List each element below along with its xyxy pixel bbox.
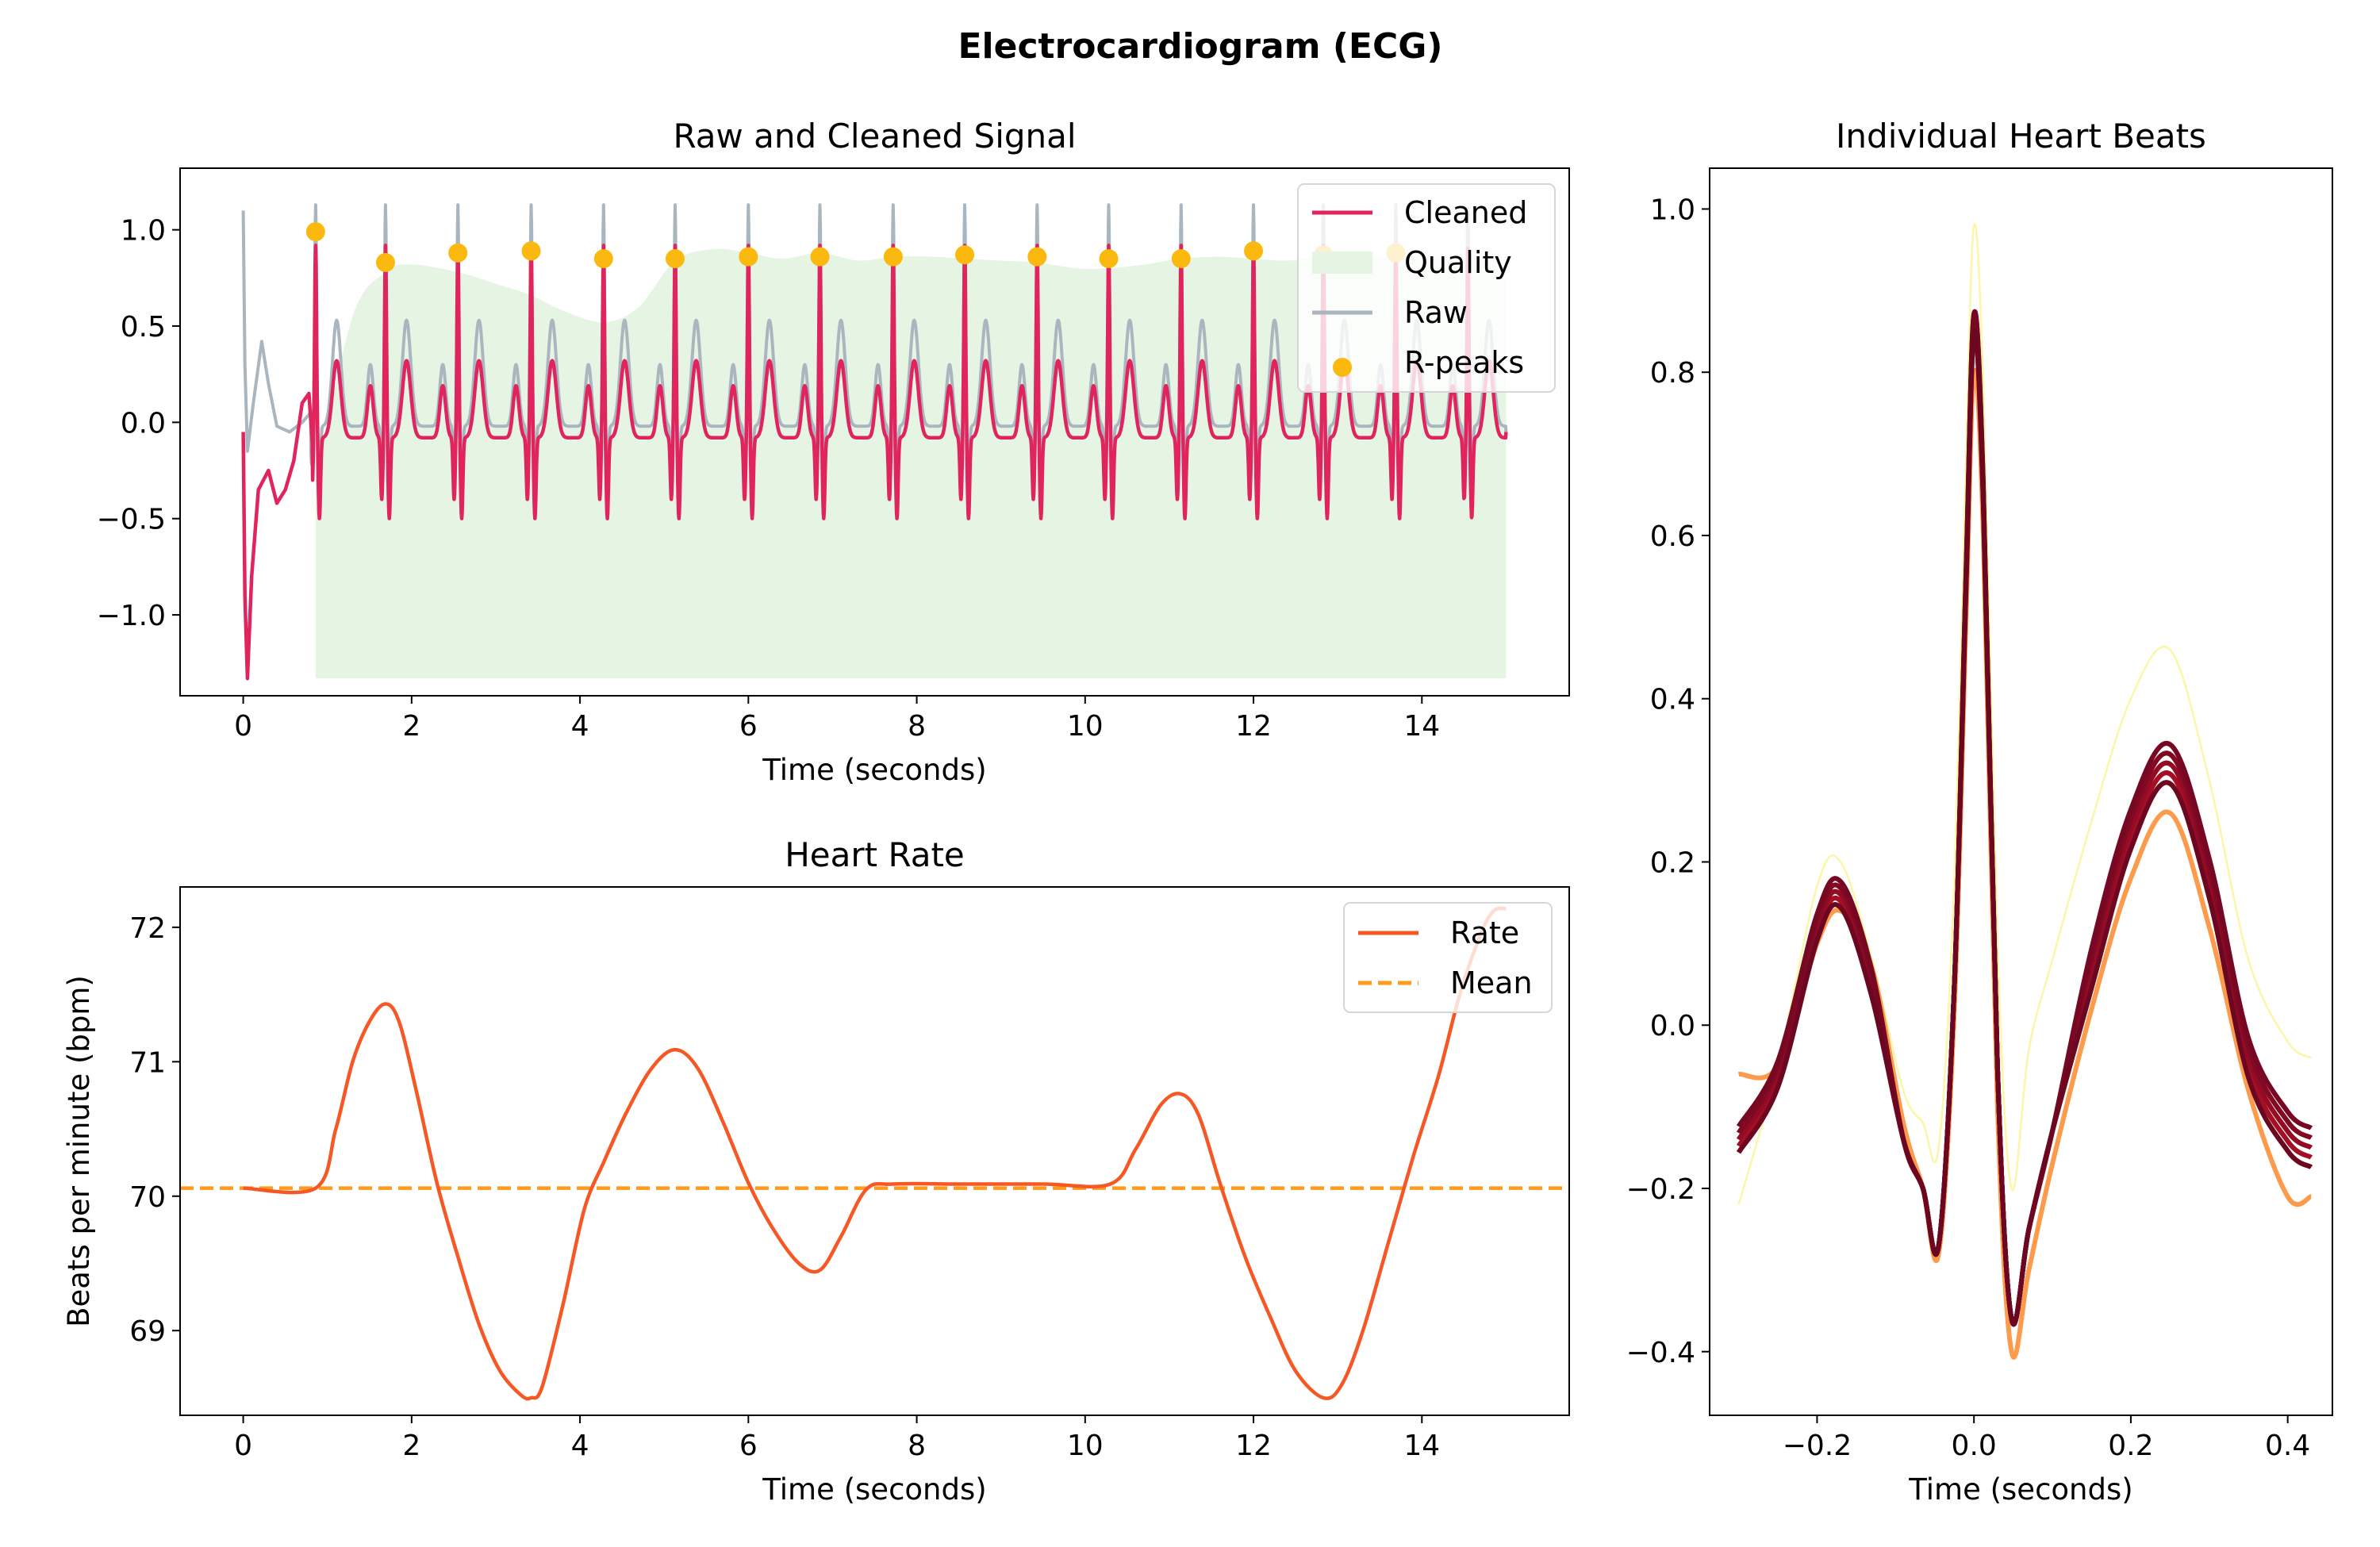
y-tick-label: −1.0 (97, 600, 166, 632)
heart-beat-line (1737, 223, 2313, 1205)
x-tick-label: 8 (908, 1430, 926, 1462)
heart-beat-line (1737, 315, 2313, 1326)
heart-beat-line (1737, 319, 2313, 1327)
x-tick-label: 6 (739, 1430, 758, 1462)
y-tick-label: 0.8 (1650, 357, 1695, 390)
heart-beats-panel: −0.2 0.0 0.2 0.4 1.0 0.8 0.6 0.4 0.2 0.0 −0.2 −0.4 I… (1626, 117, 2333, 1507)
x-tick-label: 10 (1067, 710, 1104, 743)
y-tick-label: 0.5 (121, 311, 166, 344)
plot-area (1737, 223, 2313, 1360)
heart-beat-line (1737, 324, 2313, 1327)
r-peak-marker (739, 247, 758, 267)
r-peak-marker (448, 243, 468, 263)
y-tick-label: −0.2 (1626, 1173, 1695, 1206)
legend-label: Quality (1404, 245, 1512, 280)
r-peak-marker (665, 249, 685, 269)
x-axis-label: Time (seconds) (762, 753, 986, 787)
y-tick-label: −0.5 (97, 504, 166, 536)
x-tick-label: 2 (402, 1430, 420, 1462)
heart-beat-line (1737, 314, 2313, 1327)
x-tick-label: 8 (908, 710, 926, 743)
heart-rate-line (243, 906, 1507, 1401)
heart-beat-line (1737, 320, 2313, 1326)
y-tick-label: −0.4 (1626, 1337, 1695, 1369)
heart-beat-line (1737, 324, 2313, 1327)
r-peak-marker (883, 247, 903, 267)
legend: Cleaned Quality Raw R-peaks (1297, 183, 1556, 393)
x-tick-label: 14 (1403, 1430, 1440, 1462)
x-tick-label: 4 (571, 1430, 589, 1462)
axes-frame (1709, 167, 2333, 1416)
r-peak-marker (810, 247, 830, 267)
r-peak-marker (1171, 249, 1191, 269)
y-tick-label: 0.4 (1650, 684, 1695, 716)
x-axis-label: Time (seconds) (762, 1472, 986, 1507)
y-tick-label: 72 (129, 912, 166, 945)
y-tick-label: 0.0 (1650, 1010, 1695, 1042)
heart-beat-line (1737, 324, 2313, 1326)
heart-beat-line (1737, 328, 2313, 1327)
y-tick-label: 71 (129, 1046, 166, 1079)
heart-beat-line (1737, 319, 2313, 1327)
legend-frame (1297, 183, 1556, 393)
x-axis-label: Time (seconds) (1908, 1472, 2132, 1507)
cleaned-signal-line (241, 244, 1508, 681)
heart-beat-line (1737, 314, 2313, 1327)
x-tick-label: 6 (739, 710, 758, 743)
legend-label: Cleaned (1404, 195, 1527, 230)
legend-label: R-peaks (1404, 345, 1524, 380)
r-peak-marker (305, 222, 325, 242)
r-peak-marker (955, 245, 975, 265)
legend-frame (1343, 902, 1553, 1013)
y-tick-label: 0.0 (121, 407, 166, 440)
heart-rate-panel: 0 2 4 6 8 10 12 14 72 71 70 69 Heart Rate Time (secon… (62, 835, 1570, 1507)
y-tick-label: 69 (129, 1315, 166, 1348)
x-tick-label: −0.2 (1783, 1430, 1852, 1462)
raw-cleaned-panel: 0 2 4 6 8 10 12 14 1.0 0.5 0.0 −0.5 −1.0 Raw and Clea… (97, 117, 1570, 787)
x-tick-label: 0.2 (2108, 1430, 2153, 1462)
axes-title: Heart Rate (785, 835, 965, 874)
legend-label: Mean (1450, 965, 1533, 1000)
legend: Rate Mean (1343, 902, 1553, 1013)
axes-title: Individual Heart Beats (1836, 117, 2206, 155)
legend-swatch-quality (1312, 251, 1372, 274)
x-tick-label: 0 (234, 1430, 252, 1462)
r-peak-marker (1099, 249, 1119, 269)
y-tick-label: 0.2 (1650, 846, 1695, 879)
heart-beat-line (1737, 328, 2313, 1327)
r-peak-marker (1244, 241, 1264, 261)
x-tick-label: 2 (402, 710, 420, 743)
x-tick-label: 12 (1235, 1430, 1272, 1462)
x-tick-label: 0.0 (1952, 1430, 1997, 1462)
legend-label: Raw (1404, 295, 1468, 330)
heart-beat-line (1737, 309, 2313, 1327)
x-tick-label: 0.4 (2265, 1430, 2310, 1462)
heart-beat-line (1737, 328, 2313, 1327)
r-peak-marker (1027, 247, 1047, 267)
y-tick-label: 70 (129, 1181, 166, 1214)
x-tick-label: 10 (1067, 1430, 1104, 1462)
plot-area (180, 906, 1569, 1401)
r-peak-marker (593, 249, 613, 269)
y-tick-label: 0.6 (1650, 520, 1695, 553)
axes-frame (179, 167, 1570, 697)
x-tick-label: 12 (1235, 710, 1272, 743)
y-tick-label: 1.0 (121, 215, 166, 248)
figure-suptitle: Electrocardiogram (ECG) (958, 26, 1442, 67)
x-tick-label: 4 (571, 710, 589, 743)
plot-area (241, 203, 1508, 681)
x-tick-label: 14 (1403, 710, 1440, 743)
axes-frame (179, 886, 1570, 1416)
x-tick-label: 0 (234, 710, 252, 743)
r-peak-marker (375, 252, 395, 272)
legend-swatch-rpeaks (1333, 358, 1352, 377)
y-tick-label: 1.0 (1650, 194, 1695, 226)
legend-label: Rate (1450, 916, 1519, 950)
y-axis-label: Beats per minute (bpm) (62, 975, 96, 1327)
axes-title: Raw and Cleaned Signal (673, 117, 1076, 155)
quality-area (315, 248, 1507, 679)
heart-beat-line (1737, 309, 2313, 1327)
r-peak-marker (521, 241, 541, 261)
